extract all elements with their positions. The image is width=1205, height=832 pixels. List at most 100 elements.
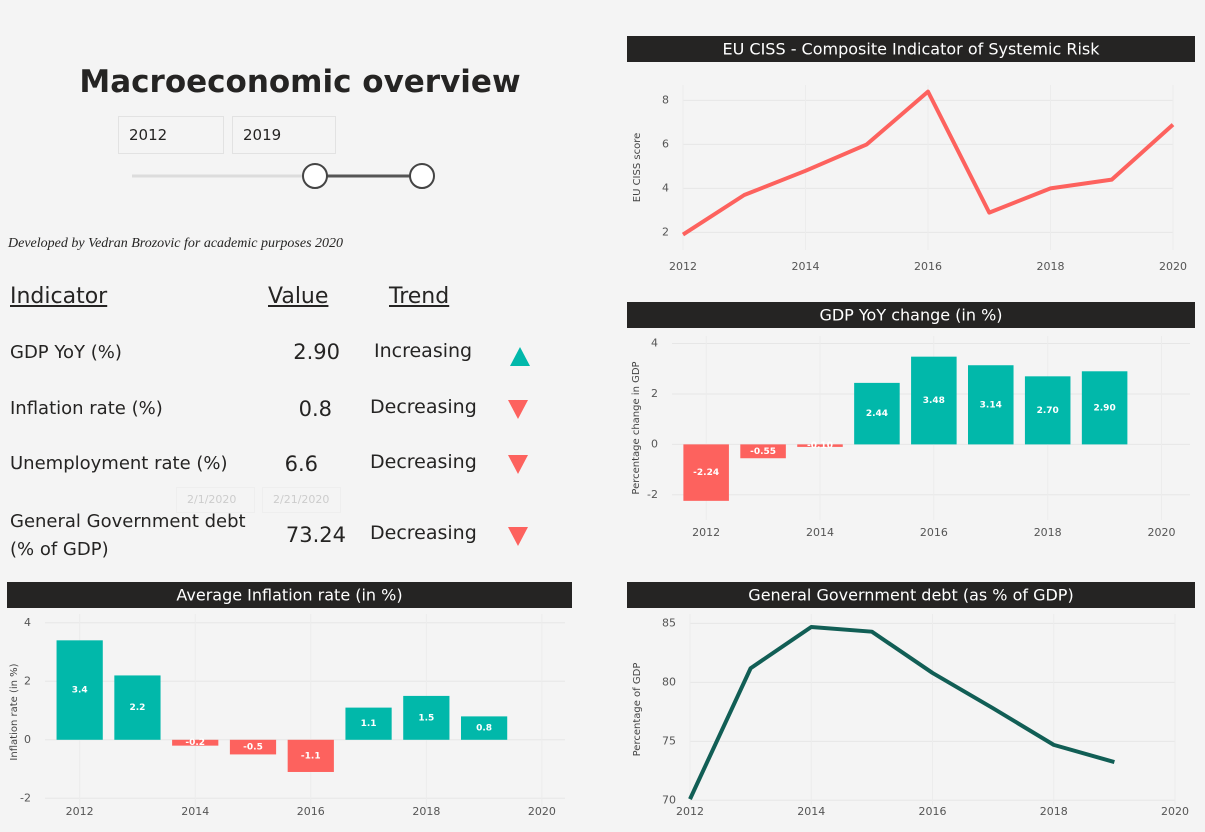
x-tick-label: 2016: [920, 526, 948, 539]
y-tick-label: 2: [662, 225, 669, 238]
credit: Developed by Vedran Brozovic for academi…: [8, 236, 344, 251]
indicator-value: 2.90: [293, 340, 340, 364]
bar-label: 1.5: [418, 713, 434, 723]
end-year-input[interactable]: 2019: [232, 116, 336, 154]
bar: [287, 739, 334, 772]
x-tick-label: 2016: [297, 805, 325, 818]
y-axis-title: EU CISS score: [632, 133, 643, 203]
data-line: [681, 89, 1175, 237]
y-axis-title: Inflation rate (in %): [9, 663, 20, 760]
indicator-trend: Decreasing: [370, 451, 477, 473]
bar-label: -1.1: [301, 751, 321, 761]
bar: [345, 707, 392, 740]
y-tick-label: 80: [662, 675, 676, 688]
x-tick-label: 2020: [1159, 260, 1187, 273]
bar-label: 2.90: [1094, 403, 1116, 413]
indicator-value: 6.6: [284, 452, 318, 476]
trend-down-icon: [508, 527, 528, 546]
y-tick-label: 4: [24, 616, 31, 629]
bar: [854, 382, 900, 445]
indicator-name: GDP YoY (%): [10, 342, 122, 363]
indicator-name: Unemployment rate (%): [10, 453, 228, 474]
chart-title-bar: [7, 582, 572, 608]
y-tick-label: 6: [662, 137, 669, 150]
bar: [740, 444, 786, 459]
x-tick-label: 2014: [792, 260, 820, 273]
chart-title: Average Inflation rate (in %): [176, 586, 402, 605]
start-year-input[interactable]: 2012: [118, 116, 224, 154]
bar: [229, 739, 277, 755]
bar-label: 3.14: [980, 400, 1002, 410]
x-tick-label: 2020: [1148, 526, 1176, 539]
bar-label: 1.1: [361, 719, 377, 729]
bar: [172, 739, 219, 746]
x-tick-label: 2016: [914, 260, 942, 273]
y-tick-label: 2: [651, 387, 658, 400]
y-tick-label: -2: [647, 488, 658, 501]
data-line: [688, 624, 1115, 800]
bar-label: -0.5: [243, 743, 263, 753]
y-tick-label: 0: [24, 733, 31, 746]
x-tick-label: 2020: [1161, 805, 1189, 818]
x-tick-label: 2018: [1037, 260, 1065, 273]
table-header: Value: [268, 284, 329, 309]
bar-label: -0.55: [750, 447, 776, 457]
indicator-trend: Increasing: [374, 340, 473, 362]
trend-up-icon: [510, 347, 530, 366]
date-input[interactable]: 2/1/2020: [176, 487, 255, 513]
chart-title-bar: [627, 302, 1195, 328]
table-header: Trend: [389, 284, 450, 309]
bar-label: -0.2: [185, 738, 205, 748]
bar: [1024, 376, 1071, 445]
bar-label: 2.44: [866, 409, 888, 419]
trend-down-icon: [508, 400, 528, 419]
bar-label: -0.10: [807, 441, 833, 451]
x-tick-label: 2014: [181, 805, 209, 818]
y-tick-label: 85: [662, 616, 676, 629]
table-header: Indicator: [10, 284, 108, 309]
trend-down-icon: [508, 455, 528, 474]
bar: [911, 356, 957, 445]
y-tick-label: 70: [662, 793, 676, 806]
bar: [797, 444, 843, 447]
bar-label: 0.8: [476, 724, 492, 734]
x-tick-label: 2012: [692, 526, 720, 539]
bar-label: 2.70: [1037, 406, 1059, 416]
y-axis-title: Percentage of GDP: [632, 663, 643, 757]
y-tick-label: 4: [651, 337, 658, 350]
x-tick-label: 2012: [66, 805, 94, 818]
chart-title: General Government debt (as % of GDP): [748, 586, 1073, 605]
y-tick-label: -2: [20, 791, 31, 804]
slider-handle[interactable]: [302, 163, 328, 189]
x-tick-label: 2012: [676, 805, 704, 818]
chart-title: EU CISS - Composite Indicator of Systemi…: [723, 40, 1101, 59]
y-tick-label: 4: [662, 181, 669, 194]
date-input[interactable]: 2/21/2020: [262, 487, 341, 513]
y-tick-label: 8: [662, 93, 669, 106]
indicator-name: General Government debt (% of GDP): [10, 511, 246, 560]
bar: [1081, 371, 1128, 445]
bar-label: 3.48: [923, 396, 945, 406]
bar: [56, 640, 103, 740]
y-tick-label: 2: [24, 674, 31, 687]
slider-handle[interactable]: [409, 163, 435, 189]
y-tick-label: 0: [651, 437, 658, 450]
chart-title: GDP YoY change (in %): [819, 306, 1002, 325]
chart-title-bar: [627, 582, 1195, 608]
indicator-trend: Decreasing: [370, 396, 477, 418]
indicator-name: Inflation rate (%): [10, 398, 163, 419]
bar: [968, 365, 1014, 445]
bar-label: -2.24: [693, 468, 719, 478]
bar: [403, 695, 450, 740]
chart-title-bar: [627, 36, 1195, 62]
page-title: Macroeconomic overview: [79, 64, 521, 100]
x-tick-label: 2014: [797, 805, 825, 818]
indicator-trend: Decreasing: [370, 522, 477, 544]
bar-label: 3.4: [72, 686, 88, 696]
indicator-value: 73.24: [285, 523, 346, 547]
x-tick-label: 2018: [412, 805, 440, 818]
x-tick-label: 2018: [1040, 805, 1068, 818]
x-tick-label: 2014: [806, 526, 834, 539]
x-tick-label: 2016: [919, 805, 947, 818]
